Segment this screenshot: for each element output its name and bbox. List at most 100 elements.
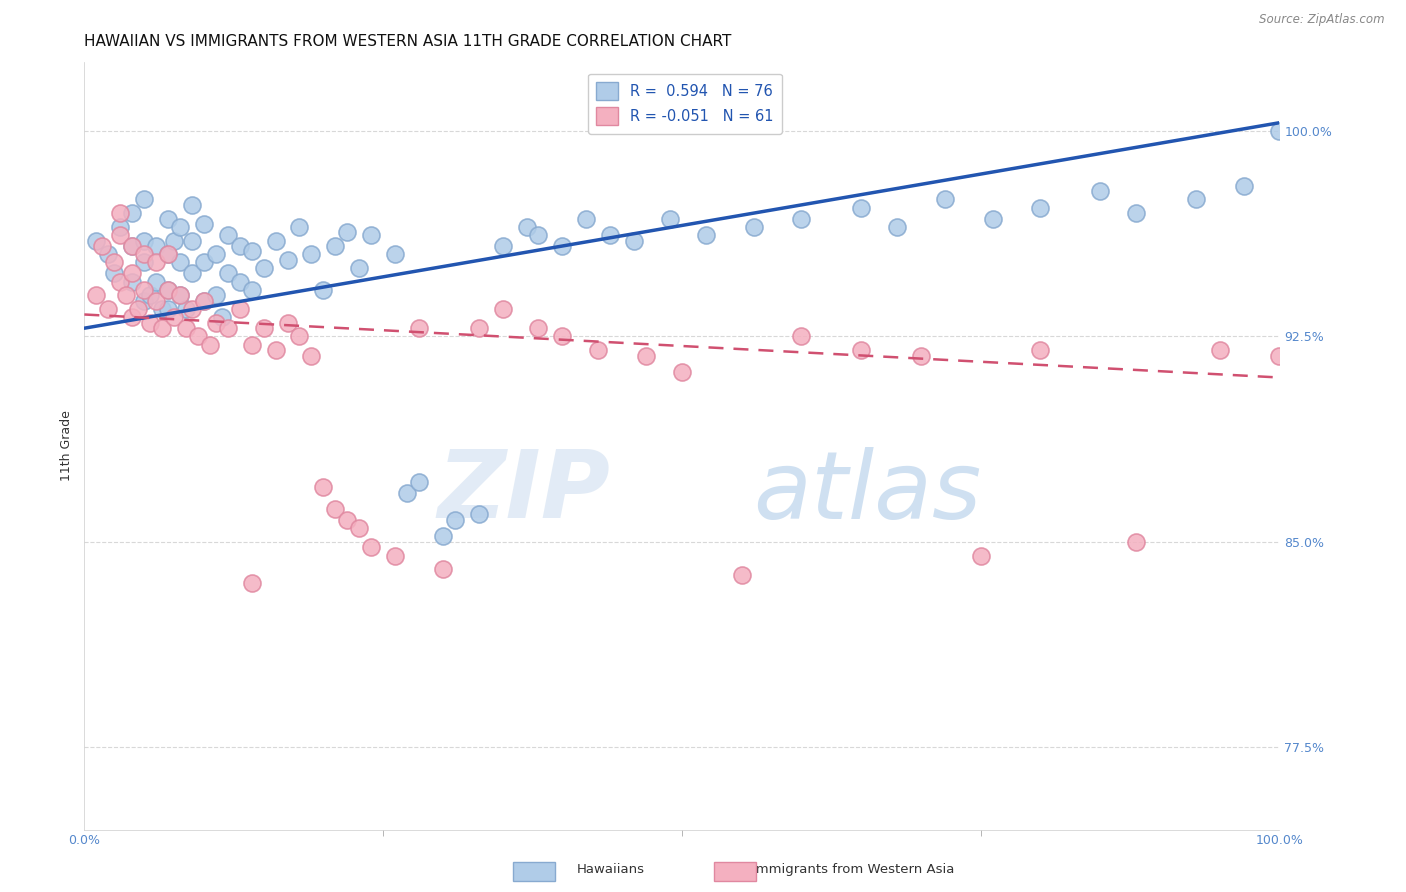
Text: Source: ZipAtlas.com: Source: ZipAtlas.com	[1260, 13, 1385, 27]
Point	[121, 275, 143, 289]
Point	[240, 576, 263, 591]
Point	[264, 343, 287, 357]
Point	[253, 260, 276, 275]
Point	[115, 288, 138, 302]
Point	[132, 193, 156, 207]
Point	[205, 316, 228, 330]
Point	[217, 321, 239, 335]
Text: ZIP: ZIP	[437, 446, 610, 538]
Point	[492, 239, 515, 253]
Point	[193, 217, 215, 231]
Point	[97, 301, 120, 316]
Point	[205, 247, 228, 261]
Point	[103, 255, 125, 269]
Point	[198, 337, 221, 351]
Point	[277, 252, 299, 267]
Point	[264, 234, 287, 248]
Point	[312, 480, 335, 494]
Point	[174, 301, 197, 316]
Point	[731, 567, 754, 582]
Point	[181, 301, 204, 316]
Point	[169, 288, 191, 302]
Point	[121, 206, 143, 220]
Point	[444, 513, 467, 527]
Point	[623, 234, 645, 248]
Point	[157, 301, 180, 316]
Point	[408, 321, 430, 335]
Point	[910, 349, 932, 363]
Point	[86, 288, 108, 302]
Point	[121, 266, 143, 280]
Point	[599, 227, 621, 242]
Point	[551, 239, 574, 253]
Point	[349, 260, 371, 275]
Point	[240, 283, 263, 297]
Text: atlas: atlas	[754, 447, 981, 538]
Point	[1233, 178, 1256, 193]
Point	[636, 349, 658, 363]
Point	[492, 301, 515, 316]
Text: Hawaiians: Hawaiians	[576, 863, 644, 876]
Point	[384, 247, 406, 261]
Point	[790, 211, 813, 226]
Point	[145, 293, 167, 308]
Point	[790, 329, 813, 343]
Point	[150, 301, 173, 316]
Point	[970, 549, 993, 563]
Point	[163, 310, 186, 325]
Point	[121, 239, 143, 253]
Point	[671, 365, 693, 379]
Point	[110, 275, 132, 289]
Point	[240, 337, 263, 351]
Point	[325, 502, 347, 516]
Point	[240, 244, 263, 259]
Point	[169, 255, 191, 269]
Point	[110, 206, 132, 220]
Point	[132, 247, 156, 261]
Point	[1029, 343, 1052, 357]
Point	[301, 247, 323, 261]
Point	[187, 329, 209, 343]
Point	[981, 211, 1004, 226]
Point	[408, 475, 430, 489]
Point	[97, 247, 120, 261]
Point	[432, 529, 454, 543]
Point	[886, 219, 908, 234]
Point	[277, 316, 299, 330]
Point	[169, 219, 191, 234]
Point	[121, 310, 143, 325]
Point	[1125, 534, 1147, 549]
Point	[551, 329, 574, 343]
Point	[659, 211, 682, 226]
Point	[145, 239, 167, 253]
Point	[1209, 343, 1232, 357]
Point	[132, 283, 156, 297]
Point	[575, 211, 598, 226]
Text: HAWAIIAN VS IMMIGRANTS FROM WESTERN ASIA 11TH GRADE CORRELATION CHART: HAWAIIAN VS IMMIGRANTS FROM WESTERN ASIA…	[84, 34, 731, 49]
Y-axis label: 11th Grade: 11th Grade	[60, 410, 73, 482]
Point	[121, 239, 143, 253]
Point	[145, 255, 167, 269]
Point	[181, 266, 204, 280]
Point	[229, 301, 252, 316]
Point	[157, 283, 180, 297]
Point	[91, 239, 114, 253]
Point	[742, 219, 765, 234]
Point	[432, 562, 454, 576]
Point	[934, 193, 956, 207]
Point	[110, 219, 132, 234]
Point	[1125, 206, 1147, 220]
Point	[174, 321, 197, 335]
Point	[325, 239, 347, 253]
Point	[527, 321, 550, 335]
Point	[163, 234, 186, 248]
Point	[205, 288, 228, 302]
Point	[695, 227, 717, 242]
Point	[588, 343, 610, 357]
Point	[229, 275, 252, 289]
Point	[193, 293, 215, 308]
Point	[150, 321, 173, 335]
Point	[468, 321, 491, 335]
Point	[253, 321, 276, 335]
Legend: R =  0.594   N = 76, R = -0.051   N = 61: R = 0.594 N = 76, R = -0.051 N = 61	[588, 73, 782, 134]
